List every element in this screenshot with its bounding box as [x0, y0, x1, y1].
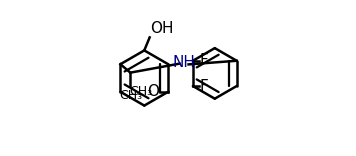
Text: CH₃: CH₃ [119, 89, 142, 102]
Text: F: F [200, 78, 208, 94]
Text: F: F [200, 53, 208, 68]
Text: NH: NH [172, 55, 195, 70]
Text: O: O [147, 84, 159, 99]
Text: CH₃: CH₃ [129, 85, 152, 98]
Text: OH: OH [151, 21, 174, 36]
